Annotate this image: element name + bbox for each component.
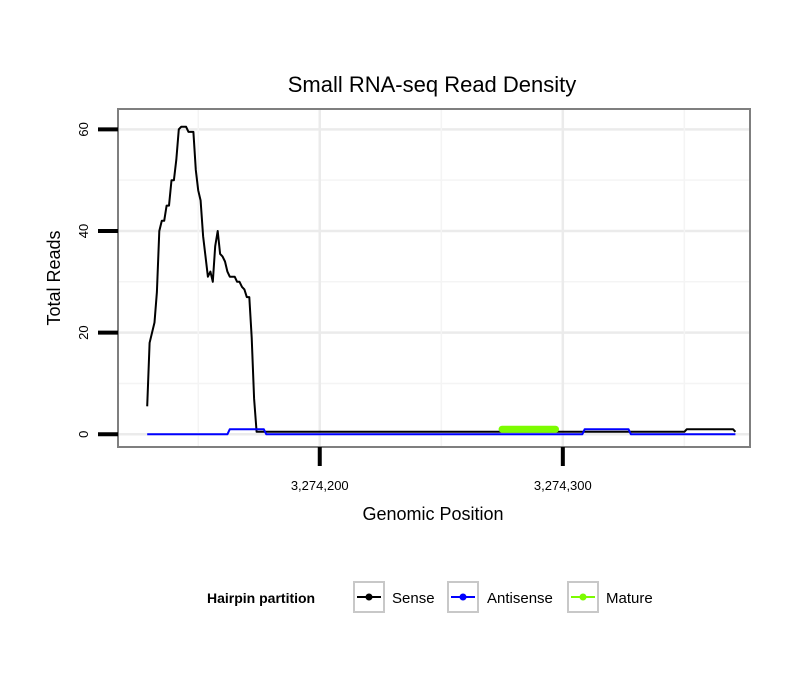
- x-tick-label: 3,274,300: [534, 478, 592, 493]
- y-axis-label: Total Reads: [44, 230, 64, 325]
- legend: Hairpin partition Sense Antisense Mature: [207, 581, 653, 613]
- y-tick-label: 0: [76, 431, 91, 438]
- y-tick-label: 60: [76, 122, 91, 136]
- chart-title: Small RNA-seq Read Density: [288, 72, 577, 97]
- legend-title: Hairpin partition: [207, 590, 315, 606]
- legend-item-sense: Sense: [353, 581, 435, 613]
- plot-panel-background: [118, 109, 750, 447]
- x-axis-label: Genomic Position: [362, 504, 503, 524]
- legend-item-antisense: Antisense: [447, 581, 553, 613]
- x-axis: 3,274,200 3,274,300: [291, 447, 592, 493]
- y-tick-label: 20: [76, 325, 91, 339]
- legend-key-point: [459, 593, 467, 601]
- x-tick-label: 3,274,200: [291, 478, 349, 493]
- y-axis: 0 20 40 60: [76, 122, 118, 438]
- legend-label-antisense: Antisense: [487, 590, 553, 607]
- series-line-sense: [146, 125, 737, 433]
- legend-key-point: [365, 593, 373, 601]
- plot-panel-border: [117, 108, 751, 448]
- gridlines: [118, 109, 750, 447]
- legend-item-mature: Mature: [567, 581, 653, 613]
- legend-label-mature: Mature: [606, 590, 653, 607]
- y-tick-label: 40: [76, 224, 91, 238]
- legend-key-point: [579, 593, 587, 601]
- series-line-antisense: [147, 428, 736, 436]
- series-layer: [146, 125, 737, 436]
- legend-label-sense: Sense: [392, 590, 435, 607]
